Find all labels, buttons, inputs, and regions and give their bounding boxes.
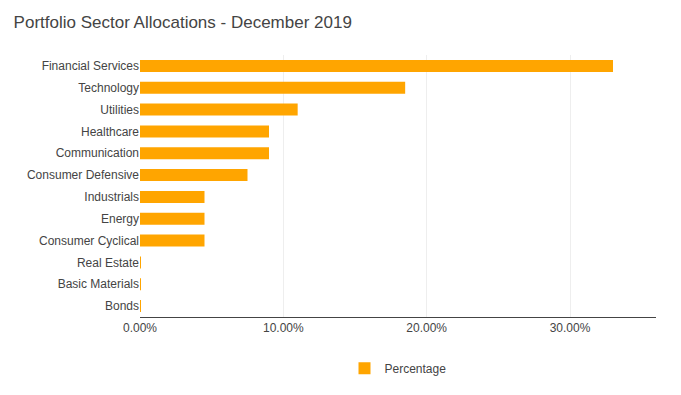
svg-text:Healthcare: Healthcare [81, 125, 139, 139]
svg-text:Energy: Energy [101, 212, 139, 226]
svg-text:Technology: Technology [78, 81, 139, 95]
svg-text:30.00%: 30.00% [550, 321, 591, 335]
svg-text:Real Estate: Real Estate [77, 256, 139, 270]
svg-text:Bonds: Bonds [105, 299, 139, 313]
svg-text:Basic Materials: Basic Materials [58, 277, 139, 291]
svg-text:0.00%: 0.00% [123, 321, 157, 335]
svg-text:Industrials: Industrials [84, 190, 139, 204]
svg-text:Utilities: Utilities [100, 103, 139, 117]
svg-text:10.00%: 10.00% [263, 321, 304, 335]
svg-text:Consumer Defensive: Consumer Defensive [27, 168, 139, 182]
svg-text:20.00%: 20.00% [406, 321, 447, 335]
svg-text:Financial Services: Financial Services [42, 59, 139, 73]
svg-text:Percentage: Percentage [385, 362, 447, 376]
svg-text:Consumer Cyclical: Consumer Cyclical [39, 234, 139, 248]
svg-text:Portfolio Sector Allocations -: Portfolio Sector Allocations - December … [14, 13, 352, 32]
svg-text:Communication: Communication [56, 146, 139, 160]
